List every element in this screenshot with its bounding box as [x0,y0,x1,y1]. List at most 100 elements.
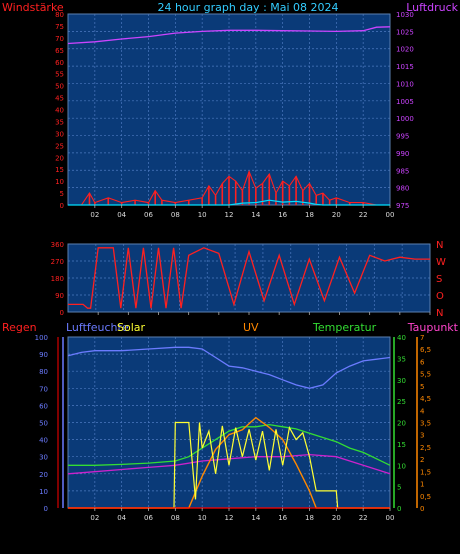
wind-tick-label: 60 [55,59,64,67]
x-tick-label: 04 [117,211,126,219]
uv-line [68,416,390,509]
wind-tick-label: 5 [60,190,64,198]
temperature-legend: Temperatur [312,321,377,334]
solar-line [68,421,390,509]
pressure-tick-label: 975 [396,202,409,210]
temperature-tick-label: 5 [397,484,401,492]
uv-tick-label: 1 [420,481,424,489]
temperature-tick-label: 10 [397,462,406,470]
x-tick-label: 06 [144,514,153,522]
compass-label: N [436,308,443,319]
compass-label: W [436,257,446,268]
uv-tick-label: 2 [420,456,424,464]
wind-tick-label: 25 [55,142,64,150]
x-tick-label: 16 [278,211,287,219]
x-tick-label: 00 [386,514,395,522]
uv-tick-label: 5 [420,383,424,391]
pressure-tick-label: 990 [396,150,409,158]
pressure-tick-label: 985 [396,167,409,175]
x-tick-label: 16 [278,514,287,522]
pressure-tick-label: 995 [396,133,409,141]
temperature-tick-label: 40 [397,334,406,342]
uv-tick-label: 1,5 [420,468,431,476]
direction-line [68,247,430,309]
humidity-line [67,346,391,389]
temperature-tick-label: 0 [397,505,401,513]
direction-tick-label: 360 [51,241,64,249]
x-tick-label: 18 [305,514,314,522]
humidity-tick-label: 50 [39,420,48,428]
pressure-tick-label: 1020 [396,46,414,54]
wind-tick-label: 70 [55,35,64,43]
wind-tick-label: 65 [55,47,64,55]
humidity-tick-label: 90 [39,351,48,359]
x-tick-label: 18 [305,211,314,219]
x-tick-label: 20 [332,514,341,522]
x-tick-label: 02 [90,211,99,219]
temperature-tick-label: 30 [397,377,406,385]
uv-tick-label: 6 [420,358,425,366]
gust-line [68,199,390,206]
wind-tick-label: 15 [55,166,64,174]
uv-tick-label: 5,5 [420,371,431,379]
uv-tick-label: 4 [420,407,425,415]
pressure-tick-label: 1015 [396,63,414,71]
direction-tick-label: 90 [55,292,64,300]
wind-tick-label: 75 [55,23,64,31]
wind-tick-label: 30 [55,130,64,138]
climate-panel: 0102030405060708090100051015202530354000… [35,334,432,522]
temperature-tick-label: 15 [397,441,406,449]
temperature-tick-label: 25 [397,398,406,406]
humidity-tick-label: 60 [39,402,48,410]
x-tick-label: 02 [90,514,99,522]
uv-tick-label: 0 [420,505,424,513]
temperature-tick-label: 35 [397,355,406,363]
pressure-tick-label: 1030 [396,11,414,19]
pressure-axis-title: Luftdruck [406,1,458,14]
wind-tick-label: 50 [55,83,64,91]
x-tick-label: 22 [359,211,368,219]
humidity-tick-label: 20 [39,471,48,479]
compass-label: S [436,274,442,285]
x-tick-label: 14 [251,514,260,522]
humidity-tick-label: 40 [39,437,48,445]
pressure-line [67,26,391,45]
temperature-tick-label: 20 [397,420,406,428]
x-tick-label: 10 [198,211,207,219]
x-tick-label: 20 [332,211,341,219]
dewpoint-line [67,453,391,475]
x-tick-label: 10 [198,514,207,522]
pressure-tick-label: 980 [396,185,409,193]
wind-tick-label: 10 [55,178,64,186]
humidity-tick-label: 100 [35,334,48,342]
x-tick-label: 12 [225,211,234,219]
x-tick-label: 00 [386,211,395,219]
wind-tick-label: 0 [60,202,64,210]
pressure-tick-label: 1025 [396,28,414,36]
x-tick-label: 14 [251,211,260,219]
direction-tick-label: 180 [51,275,64,283]
wind-tick-label: 80 [55,11,64,19]
uv-tick-label: 3,5 [420,420,431,428]
pressure-tick-label: 1010 [396,80,414,88]
uv-tick-label: 2,5 [420,444,431,452]
temperature-line [68,423,391,466]
wind-axis-title: Windstärke [2,1,64,14]
wind-tick-label: 35 [55,118,64,126]
wind-tick-label: 40 [55,107,64,115]
solar-legend: Solar [117,321,146,334]
x-tick-label: 04 [117,514,126,522]
pressure-tick-label: 1000 [396,115,414,123]
humidity-tick-label: 70 [39,385,48,393]
x-tick-label: 06 [144,211,153,219]
wind-tick-label: 55 [55,71,64,79]
direction-tick-label: 0 [60,309,64,317]
humidity-tick-label: 80 [39,368,48,376]
chart-title: 24 hour graph day : Mai 08 2024 [157,1,338,14]
humidity-tick-label: 0 [44,505,48,513]
x-tick-label: 22 [359,514,368,522]
wind-tick-label: 20 [55,154,64,162]
rain-legend: Regen [2,321,37,334]
